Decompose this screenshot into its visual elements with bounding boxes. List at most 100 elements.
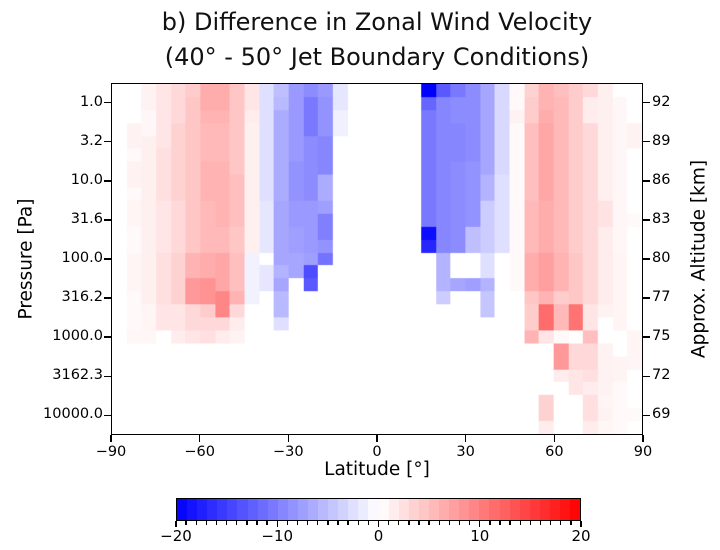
y-left-tick-label: 10000.0 [43, 406, 103, 423]
colorbar-minor-tick-mark [418, 521, 420, 525]
colorbar-minor-tick-mark [205, 521, 208, 525]
y-right-tick-mark [643, 101, 650, 104]
colorbar-minor-tick-mark [367, 521, 370, 525]
colorbar-tick-label: −20 [160, 527, 192, 545]
y-left-tick-label: 1000.0 [52, 328, 103, 345]
x-tick-mark [110, 435, 112, 442]
colorbar-minor-tick-mark [246, 521, 248, 525]
colorbar-segment [297, 499, 309, 520]
colorbar-segment [459, 499, 470, 520]
colorbar-segment [489, 499, 500, 520]
colorbar-minor-tick-mark [438, 521, 440, 525]
colorbar-minor-tick-mark [256, 521, 258, 525]
colorbar-segment [549, 499, 560, 520]
x-tick-mark [287, 435, 290, 442]
colorbar-segment [408, 499, 419, 520]
colorbar-tick-label: 10 [470, 527, 490, 545]
x-tick-label: −60 [184, 444, 215, 460]
colorbar-minor-tick-mark [357, 521, 359, 525]
y-right-tick-mark [643, 336, 650, 339]
y-left-tick-label: 3162.3 [52, 367, 103, 384]
chart-title-line2: (40° - 50° Jet Boundary Conditions) [164, 43, 590, 71]
y-left-tick-mark [104, 375, 111, 378]
colorbar-minor-tick-mark [387, 521, 390, 525]
y-right-tick-label: 69 [652, 406, 671, 423]
y-left-tick-mark [104, 219, 111, 221]
heatmap-canvas [112, 84, 642, 434]
y-right-tick-mark [643, 140, 650, 143]
colorbar-segment [398, 499, 409, 520]
colorbar-segment [328, 499, 339, 520]
y-right-tick-mark [643, 375, 650, 378]
y-left-tick-label: 316.2 [61, 289, 103, 306]
colorbar-major-tick-mark [479, 521, 481, 527]
colorbar-segment [539, 499, 550, 520]
colorbar-segment [418, 499, 429, 520]
colorbar-tick-label: 0 [373, 527, 384, 545]
x-tick-mark [376, 435, 378, 442]
colorbar-segment [479, 499, 490, 520]
colorbar-minor-tick-mark [398, 521, 400, 525]
y-left-tick-label: 3.2 [79, 132, 103, 149]
colorbar-segment [277, 499, 288, 520]
colorbar-minor-tick-mark [317, 521, 319, 525]
y-axis-label-right: Approx. Altitude [km] [688, 159, 710, 359]
colorbar-segment [509, 499, 520, 520]
colorbar-minor-tick-mark [347, 521, 349, 525]
x-tick-mark [198, 435, 201, 442]
colorbar-tick-label: 20 [571, 527, 591, 545]
colorbar-minor-tick-mark [468, 521, 471, 525]
y-right-tick-label: 72 [652, 367, 671, 384]
x-tick-label: 30 [456, 444, 475, 460]
colorbar-minor-tick-mark [286, 521, 289, 525]
y-left-tick-label: 1.0 [79, 93, 103, 110]
colorbar-minor-tick-mark [296, 521, 299, 525]
colorbar-minor-tick-mark [570, 521, 572, 525]
y-right-tick-label: 75 [652, 328, 671, 345]
y-right-tick-mark [643, 179, 650, 182]
x-tick-label: 90 [633, 444, 653, 460]
colorbar-minor-tick-mark [266, 521, 268, 525]
y-left-tick-label: 10.0 [70, 171, 103, 188]
colorbar-minor-tick-mark [215, 521, 218, 525]
x-tick-label: −30 [273, 444, 304, 460]
colorbar-tick-label: −10 [261, 527, 294, 545]
colorbar-segment [469, 499, 480, 520]
x-tick-label: 60 [545, 444, 564, 460]
colorbar-segment [499, 499, 510, 520]
y-right-tick-label: 83 [652, 210, 671, 227]
y-right-tick-label: 77 [652, 289, 671, 306]
colorbar-segment [529, 499, 540, 520]
colorbar-segment [257, 499, 268, 520]
colorbar-major-tick-mark [580, 521, 582, 527]
y-right-tick-label: 89 [652, 132, 671, 149]
colorbar-minor-tick-mark [509, 521, 511, 525]
colorbar-segment [559, 499, 571, 520]
y-left-tick-mark [104, 414, 111, 417]
colorbar-segment [439, 499, 450, 520]
y-left-tick-mark [104, 140, 111, 143]
colorbar-minor-tick-mark [236, 521, 238, 525]
colorbar-segment [318, 499, 329, 520]
colorbar-minor-tick-mark [529, 521, 532, 525]
colorbar-minor-tick-mark [327, 521, 329, 525]
colorbar-segment [247, 499, 258, 520]
colorbar-segment [368, 499, 379, 520]
y-left-tick-label: 31.6 [70, 210, 103, 227]
colorbar-segment [308, 499, 319, 520]
colorbar-minor-tick-mark [408, 521, 410, 525]
colorbar-segment [197, 499, 208, 520]
x-tick-mark [464, 435, 467, 442]
y-right-tick-mark [643, 219, 650, 221]
colorbar-segment [267, 499, 278, 520]
colorbar-segment [388, 499, 399, 520]
x-tick-mark [642, 435, 644, 442]
colorbar-minor-tick-mark [195, 521, 197, 525]
colorbar-segment [187, 499, 198, 520]
colorbar-minor-tick-mark [560, 521, 562, 525]
colorbar-segment [338, 499, 349, 520]
chart-title-line1: b) Difference in Zonal Wind Velocity [161, 8, 593, 36]
y-left-tick-mark [104, 336, 111, 339]
colorbar-segment [237, 499, 248, 520]
